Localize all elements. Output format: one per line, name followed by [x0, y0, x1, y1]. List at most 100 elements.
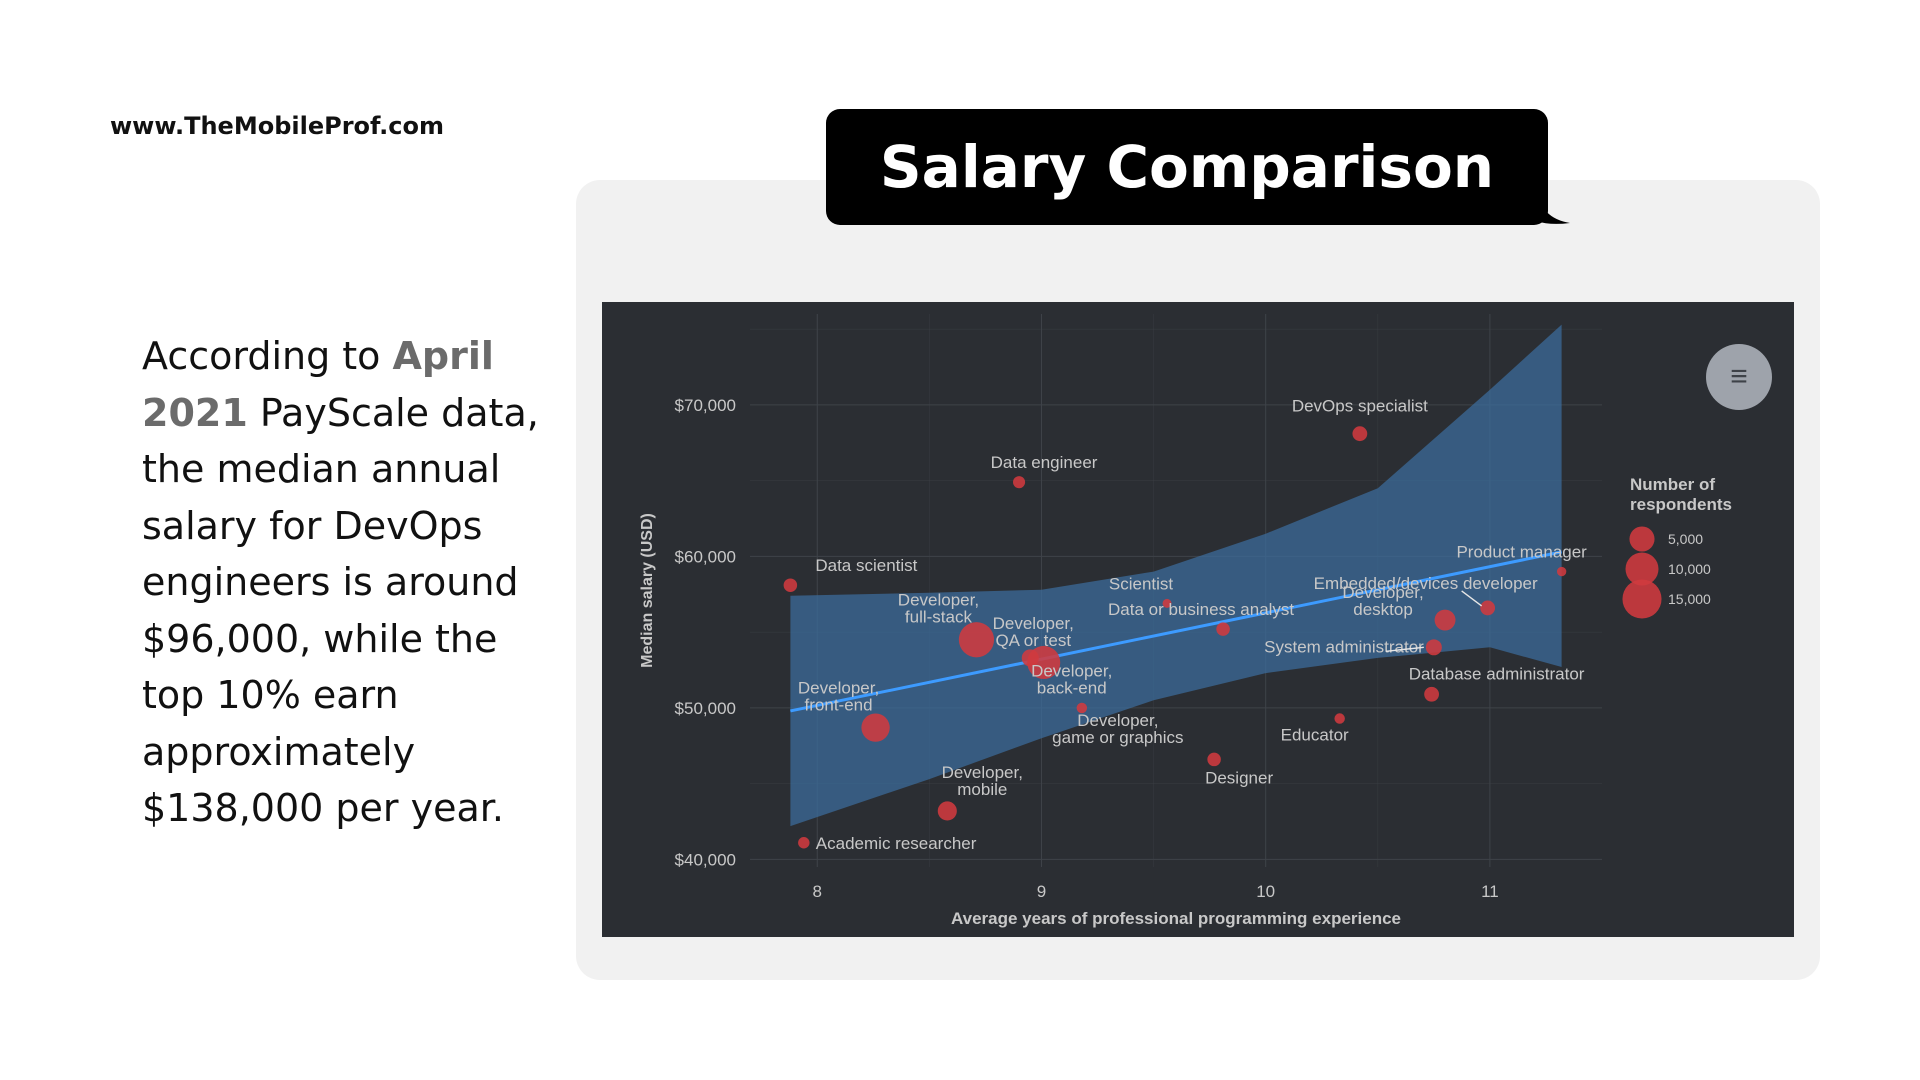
y-tick-label: $50,000	[675, 699, 736, 718]
data-point	[1027, 645, 1061, 679]
confidence-band	[790, 324, 1562, 827]
point-label: Data scientist	[815, 556, 917, 575]
point-label-line: game or graphics	[1052, 728, 1183, 747]
point-label: Developer, QA or test	[993, 614, 1074, 650]
point-label-line: front-end	[805, 696, 873, 715]
data-point	[1013, 476, 1026, 489]
legend-title: Number of	[1630, 475, 1715, 494]
website-url: www.TheMobileProf.com	[110, 112, 444, 140]
data-point	[958, 622, 995, 658]
data-point	[937, 801, 957, 821]
legend-marker	[1629, 526, 1655, 552]
point-label: System administrator	[1264, 637, 1424, 656]
point-label: Product manager	[1456, 543, 1587, 562]
data-point	[1352, 426, 1368, 442]
point-label-line: System administrator	[1264, 637, 1424, 656]
point-label-line: Scientist	[1109, 574, 1174, 593]
point-label-line: Embedded/devices developer	[1314, 574, 1538, 593]
point-label: Data or business analyst	[1108, 600, 1294, 619]
data-point	[1076, 702, 1088, 714]
point-label-line: back-end	[1037, 678, 1107, 697]
point-label: Developer, full-stack	[898, 591, 979, 627]
data-point	[783, 578, 798, 592]
point-label-line: Developer,	[1077, 711, 1158, 730]
data-point	[1216, 622, 1230, 636]
trend-line	[790, 550, 1562, 713]
data-point	[798, 837, 810, 849]
y-tick-labels: $40,000 $50,000 $60,000 $70,000	[675, 396, 736, 870]
chart-menu-button[interactable]: ≡	[1706, 344, 1772, 410]
point-label: Developer, front-end	[798, 679, 879, 715]
point-label: Developer, back-end	[1031, 661, 1112, 697]
point-label-line: Academic researcher	[816, 834, 977, 853]
point-label: Scientist	[1109, 574, 1174, 593]
legend-label: 10,000	[1668, 561, 1711, 577]
point-label-line: Database administrator	[1409, 664, 1585, 683]
intro-paragraph: According to April 2021 PayScale data, t…	[142, 328, 562, 837]
y-tick-label: $70,000	[675, 396, 736, 415]
point-label: Embedded/devices developer	[1314, 574, 1538, 593]
point-label: DevOps specialist	[1292, 397, 1428, 416]
legend-label: 15,000	[1668, 591, 1711, 607]
point-label-line: Designer	[1205, 768, 1273, 787]
speech-bubble-tail-icon	[1520, 190, 1570, 224]
point-label: Developer, game or graphics	[1052, 711, 1183, 747]
data-point	[1162, 598, 1172, 608]
point-label: Developer, mobile	[942, 763, 1023, 799]
x-tick-labels: 8 9 10 11	[813, 882, 1499, 901]
x-axis-title: Average years of professional programmin…	[951, 909, 1401, 928]
point-label-line: Developer,	[993, 614, 1074, 633]
legend-label: 5,000	[1668, 531, 1703, 547]
data-point	[1334, 713, 1345, 724]
point-label-line: desktop	[1353, 600, 1413, 619]
intro-text-start: According to	[142, 334, 393, 378]
point-label-line: Educator	[1281, 726, 1349, 745]
point-label-line: Developer,	[942, 763, 1023, 782]
hamburger-menu-icon: ≡	[1730, 360, 1748, 393]
leader-line	[1385, 646, 1424, 653]
data-point	[1424, 686, 1439, 702]
data-point	[1207, 752, 1221, 767]
point-label-line: full-stack	[905, 608, 973, 627]
point-label-line: Developer,	[1342, 583, 1423, 602]
y-axis-title: Median salary (USD)	[639, 513, 656, 668]
point-label-line: DevOps specialist	[1292, 397, 1428, 416]
y-tick-label: $60,000	[675, 547, 736, 566]
point-label-line: Data or business analyst	[1108, 600, 1294, 619]
point-labels: DevOps specialist Data engineer Data scien…	[798, 397, 1587, 853]
scatter-plot-svg: DevOps specialist Data engineer Data scien…	[639, 314, 1732, 928]
legend-marker	[1625, 552, 1659, 586]
point-label-line: QA or test	[995, 631, 1071, 650]
point-label-line: Data scientist	[815, 556, 917, 575]
point-label-line: Developer,	[798, 679, 879, 698]
scatter-chart: DevOps specialist Data engineer Data scien…	[602, 302, 1794, 937]
point-label: Designer	[1205, 768, 1273, 787]
data-point	[1556, 566, 1567, 577]
point-label: Developer, desktop	[1342, 583, 1423, 619]
x-tick-label: 9	[1037, 882, 1046, 901]
data-point	[1480, 600, 1496, 616]
legend-marker	[1622, 579, 1662, 619]
legend-title: respondents	[1630, 495, 1732, 514]
x-tick-label: 10	[1256, 882, 1275, 901]
intro-text-end: PayScale data, the median annual salary …	[142, 390, 539, 831]
point-label: Academic researcher	[816, 834, 977, 853]
point-label-line: mobile	[957, 780, 1007, 799]
point-label: Data engineer	[991, 453, 1098, 472]
point-label-line: Developer,	[1031, 661, 1112, 680]
point-label-line: Data engineer	[991, 453, 1098, 472]
point-label-line: Product manager	[1456, 543, 1587, 562]
data-points	[783, 426, 1567, 849]
point-label-line: Developer,	[898, 591, 979, 610]
x-tick-label: 8	[813, 882, 822, 901]
data-point	[861, 713, 890, 742]
y-tick-label: $40,000	[675, 850, 736, 869]
data-point	[1425, 639, 1442, 656]
point-label: Database administrator	[1409, 664, 1585, 683]
intro-highlight-date: April 2021	[142, 334, 494, 435]
data-point	[1434, 609, 1456, 631]
point-label: Educator	[1281, 726, 1349, 745]
page-title: Salary Comparison	[826, 109, 1548, 225]
x-tick-label: 11	[1481, 882, 1499, 901]
